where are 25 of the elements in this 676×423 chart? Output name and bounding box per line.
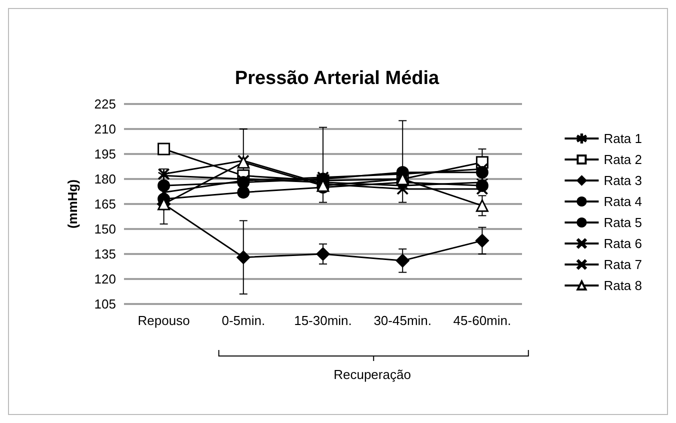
y-tick-label: 210 (94, 122, 116, 136)
legend-label: Rata 1 (604, 131, 642, 146)
y-tick-label: 105 (94, 296, 116, 312)
y-tick-label: 195 (94, 146, 116, 162)
x-tick-label: 15-30min. (294, 313, 352, 328)
x-tick-label: 45-60min. (453, 313, 512, 328)
text: Recuperação (334, 367, 411, 382)
legend-label: Rata 8 (604, 278, 642, 293)
y-tick-label: 225 (94, 96, 116, 112)
legend-label: Rata 6 (604, 236, 642, 251)
legend-label: Rata 7 (604, 257, 642, 272)
x-tick-label: Repouso (138, 313, 190, 328)
chart-title: Pressão Arterial Média (234, 68, 440, 89)
y-tick-label: 150 (94, 222, 116, 236)
legend-label: Rata 2 (604, 152, 642, 167)
legend-label: Rata 5 (604, 215, 642, 230)
y-tick-label: 180 (94, 172, 116, 186)
y-tick-label: 165 (94, 196, 116, 212)
y-axis-title: (mmHg) (65, 179, 80, 229)
y-tick-label: 135 (94, 246, 116, 262)
legend-label: Rata 4 (604, 194, 642, 209)
y-tick-label: 120 (94, 272, 116, 286)
legend-label: Rata 3 (604, 173, 642, 188)
x-tick-label: 30-45min. (374, 313, 432, 328)
x-tick-label: 0-5min. (222, 313, 266, 328)
